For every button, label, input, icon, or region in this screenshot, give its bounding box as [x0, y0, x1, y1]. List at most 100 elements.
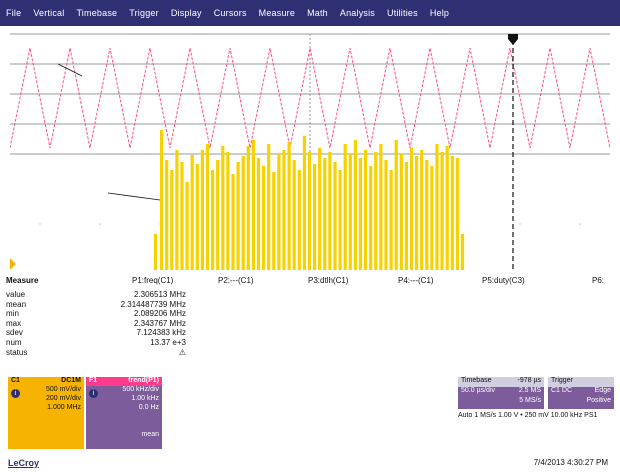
ch1-vdiv: 500 mV/div	[45, 386, 81, 393]
measure-row-status: status ⚠	[6, 347, 186, 357]
menu-cursors[interactable]: Cursors	[213, 8, 247, 18]
ch1-bar	[216, 160, 220, 270]
measure-row-mean: mean 2.314487739 MHz	[6, 299, 186, 309]
ch1-label-leader	[107, 192, 161, 201]
ch1-bar	[165, 160, 169, 270]
param-p3[interactable]: P3:dtlh(C1)	[308, 276, 349, 285]
param-p2[interactable]: P2:---(C1)	[218, 276, 254, 285]
ch1-bar	[231, 174, 235, 270]
ch1-bar	[353, 140, 357, 270]
trigger-arrow-icon[interactable]	[508, 34, 518, 45]
ch1-bar	[154, 234, 157, 270]
ch1-bar	[185, 182, 189, 270]
ch1-bar	[307, 152, 312, 270]
ch1-bar	[200, 150, 204, 270]
ch1-bar	[313, 164, 317, 270]
menu-analysis[interactable]: Analysis	[339, 8, 375, 18]
timebase-row-2: 5 MS/s	[519, 397, 541, 404]
param-p6[interactable]: P6:	[592, 276, 605, 285]
ch1-descriptor[interactable]: C1 DC1M i 500 mV/div 200 mV/div 1.000 MHz	[8, 377, 84, 449]
menu-trigger[interactable]: Trigger	[129, 8, 159, 18]
ch1-bar	[455, 158, 459, 270]
f1-value: 1.00 kHz	[131, 395, 159, 402]
ch1-bar	[358, 158, 363, 270]
ch1-bar	[348, 154, 352, 270]
ch1-bar	[221, 146, 225, 270]
ch1-bar	[175, 150, 179, 270]
ch1-bar	[292, 160, 296, 270]
ch1-ground-marker-icon[interactable]	[10, 258, 16, 270]
ch1-bar	[364, 150, 368, 270]
ch1-bar	[272, 172, 276, 270]
scope-grid[interactable]	[10, 28, 610, 270]
ch1-bar	[297, 170, 301, 270]
ch1-bar	[460, 234, 465, 270]
ch1-bar	[374, 152, 378, 270]
timebase-row-1: 50.0 µs/div 2.5 MS	[461, 387, 541, 394]
f1-line-5	[86, 422, 162, 431]
ch1-bar	[389, 170, 393, 270]
ch1-bar	[302, 136, 306, 270]
measure-row-sdev: sdev 7.124383 kHz	[6, 328, 186, 338]
info-icon: i	[11, 389, 20, 398]
ch1-bar	[420, 150, 424, 270]
menu-bar: File Vertical Timebase Trigger Display C…	[0, 0, 620, 26]
ch1-bar	[277, 154, 281, 270]
ch1-bar	[430, 166, 434, 270]
ch1-bar	[409, 148, 414, 270]
ch1-bar	[246, 146, 250, 270]
ch1-bar	[323, 158, 327, 270]
f1-descriptor[interactable]: F1 trend(P1) i 500 kHz/div 1.00 kHz 0.0 H…	[86, 377, 162, 449]
ch1-bar	[384, 160, 388, 270]
ch1-bar	[318, 148, 322, 270]
trigger-header: Trigger	[548, 377, 614, 387]
ch1-bar	[445, 146, 449, 270]
ch1-bar	[369, 166, 373, 270]
ch1-bar	[435, 144, 439, 270]
timebase-descriptor[interactable]: Timebase -978 µs 50.0 µs/div 2.5 MS 5 MS/s	[458, 377, 544, 409]
measure-row-min: min 2.089206 MHz	[6, 309, 186, 319]
ch1-bar	[404, 162, 408, 270]
ch1-bandwidth: 1.000 MHz	[47, 404, 81, 411]
ch1-bar	[160, 130, 164, 270]
ch1-bar	[251, 140, 255, 270]
ch1-bar	[328, 152, 332, 270]
f1-descriptor-header: F1 trend(P1)	[86, 377, 162, 386]
menu-display[interactable]: Display	[170, 8, 202, 18]
param-p4[interactable]: P4:---(C1)	[398, 276, 434, 285]
menu-file[interactable]: File	[6, 8, 22, 18]
menu-help[interactable]: Help	[429, 8, 450, 18]
ch1-bar	[190, 155, 194, 270]
timebase-header: Timebase -978 µs	[458, 377, 544, 387]
measure-table: value 2.306513 MHz mean 2.314487739 MHz mi…	[6, 290, 186, 357]
ch1-bar	[450, 156, 454, 270]
menu-utilities[interactable]: Utilities	[387, 8, 418, 18]
menu-timebase[interactable]: Timebase	[76, 8, 118, 18]
ch1-bar	[195, 164, 199, 270]
ch1-bar	[425, 160, 429, 270]
ch1-bar	[333, 162, 337, 270]
f1-mean: mean	[141, 431, 159, 438]
measure-row-max: max 2.343767 MHz	[6, 318, 186, 328]
f1-label-leader	[57, 63, 83, 77]
ch1-bar	[440, 152, 444, 270]
date-time: 7/4/2013 4:30:27 PM	[533, 458, 608, 467]
ch1-bar	[236, 162, 240, 270]
param-p1[interactable]: P1:freq(C1)	[132, 276, 174, 285]
ch1-bar	[262, 166, 266, 270]
f1-vdiv: 500 kHz/div	[122, 386, 159, 393]
param-p5[interactable]: P5:duty(C3)	[482, 276, 525, 285]
trigger-descriptor[interactable]: Trigger C1 DC Edge Positive	[548, 377, 614, 409]
f1-trend-trace	[10, 47, 610, 149]
f1-offset: 0.0 Hz	[138, 404, 159, 411]
ch1-bars	[154, 130, 465, 270]
ch1-bar	[379, 144, 383, 270]
menu-measure[interactable]: Measure	[258, 8, 296, 18]
menu-vertical[interactable]: Vertical	[33, 8, 65, 18]
ch1-bar	[241, 156, 245, 270]
menu-math[interactable]: Math	[307, 8, 328, 18]
ch1-bar	[415, 156, 419, 270]
ch1-bar	[267, 144, 271, 270]
trigger-row-1: C1 DC Edge	[551, 387, 611, 394]
ch1-bar	[399, 154, 403, 270]
